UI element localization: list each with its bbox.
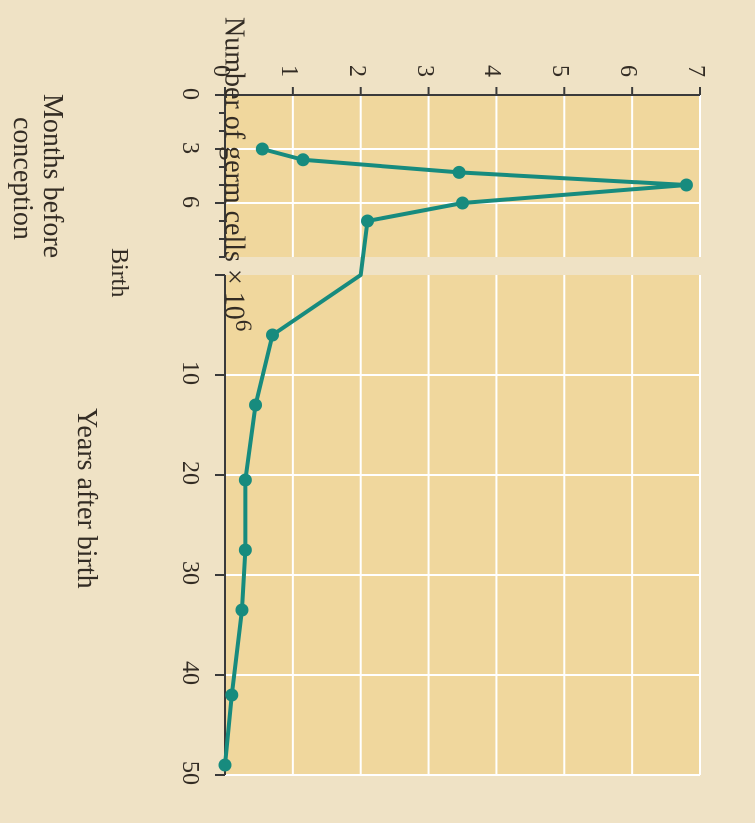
y2-tick-label: 30	[176, 561, 203, 585]
chart-container: Number of germ cells × 106 Months before…	[0, 0, 755, 823]
y2-tick-label: 20	[176, 461, 203, 485]
x-tick-label: 0	[207, 65, 234, 77]
y1-tick-label: 0	[176, 88, 203, 100]
x-tick-label: 2	[343, 65, 370, 77]
y1-tick-label: 6	[176, 196, 203, 208]
x-tick-label: 1	[275, 65, 302, 77]
y2-axis-title: Years after birth	[70, 408, 102, 589]
y2-tick-label: 50	[176, 761, 203, 785]
x-tick-label: 6	[614, 65, 641, 77]
y2-tick-label: 10	[176, 361, 203, 385]
x-tick-label: 3	[411, 65, 438, 77]
y2-tick-label: 40	[176, 661, 203, 685]
birth-label: Birth	[105, 248, 132, 297]
chart-svg	[0, 0, 755, 823]
x-tick-label: 5	[546, 65, 573, 77]
x-tick-label: 4	[478, 65, 505, 77]
y1-axis-title-line2: conception	[6, 117, 38, 240]
y1-tick-label: 3	[176, 142, 203, 154]
x-tick-label: 7	[682, 65, 709, 77]
y1-axis-title-line1: Months before	[36, 94, 68, 258]
